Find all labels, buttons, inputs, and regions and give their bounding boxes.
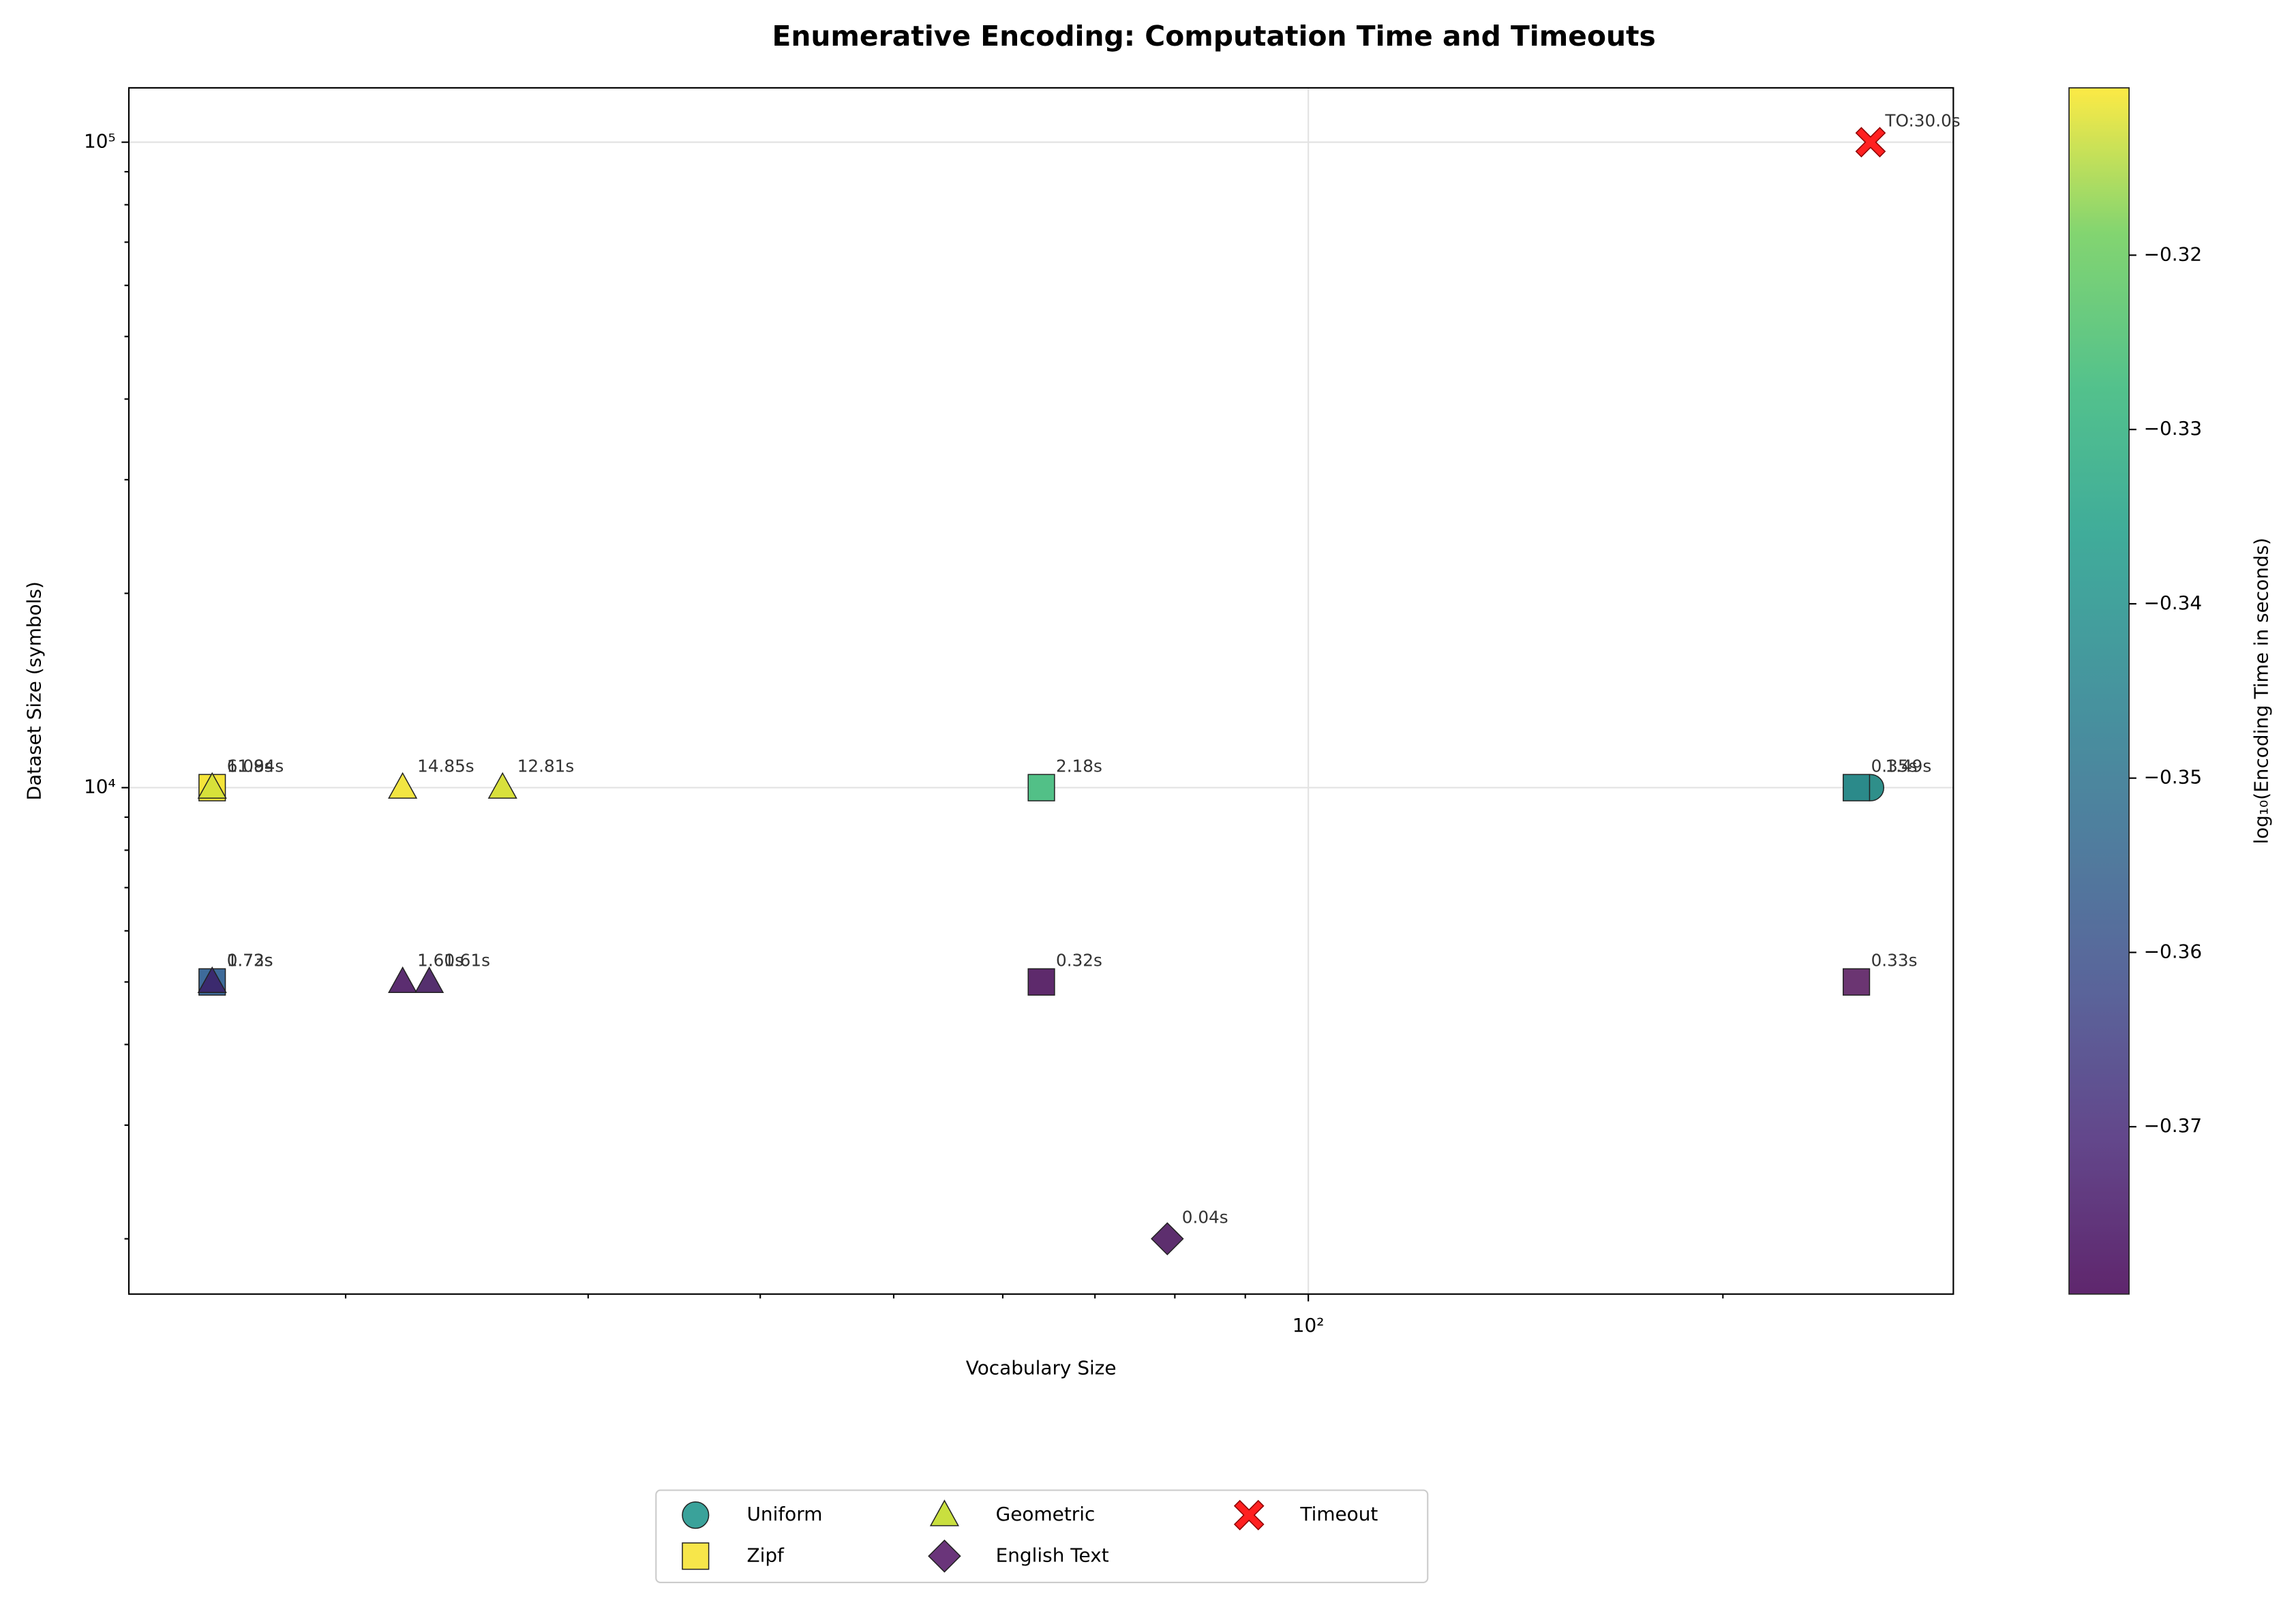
point (1151, 1222, 1184, 1255)
legend-marker (928, 1539, 961, 1573)
point-annotation: 1.60s (417, 951, 464, 970)
point-annotation: 11.94s (227, 756, 284, 776)
point-annotation: 0.35s (1871, 756, 1918, 776)
y-tick-label: 10⁴ (84, 776, 116, 798)
point-annotation: 0.04s (1182, 1208, 1228, 1227)
point-annotation: 6.08s (227, 756, 273, 776)
x-axis-label: Vocabulary Size (966, 1356, 1117, 1379)
plot-frame (127, 87, 1954, 1295)
legend-label: Geometric (996, 1503, 1096, 1525)
legend-label: Zipf (746, 1544, 785, 1566)
point (487, 771, 517, 799)
point-annotation: TO:30.0s (1884, 111, 1960, 131)
point-annotation: 2.18s (1056, 756, 1102, 776)
colorbar-tick-label: −0.32 (2144, 243, 2203, 265)
legend-marker (929, 1499, 960, 1527)
point-annotation: 1.61s (444, 951, 490, 970)
point-annotation: 1.72s (227, 951, 273, 970)
colorbar-tick-label: −0.34 (2144, 592, 2203, 614)
colorbar-tick-label: −0.37 (2144, 1114, 2203, 1137)
colorbar-tick-label: −0.36 (2144, 940, 2203, 962)
point (1843, 968, 1871, 996)
colorbar-tick-label: −0.33 (2144, 417, 2203, 440)
legend-label: English Text (996, 1544, 1109, 1566)
point (388, 771, 418, 799)
chart-title: Enumerative Encoding: Computation Time a… (772, 20, 1655, 52)
legend-label: Uniform (746, 1503, 822, 1525)
legend-label: Timeout (1299, 1503, 1378, 1525)
point (1843, 774, 1871, 801)
point (1855, 127, 1886, 157)
legend (655, 1489, 1429, 1583)
y-tick-label: 10⁵ (84, 130, 116, 153)
point-annotation: 0.73s (227, 951, 273, 970)
colorbar-label: log₁₀(Encoding Time in seconds) (2250, 538, 2273, 844)
legend-marker (682, 1501, 710, 1529)
point-annotation: 0.33s (1871, 951, 1918, 970)
point-annotation: 14.85s (417, 756, 474, 776)
point-annotation: 0.32s (1056, 951, 1102, 970)
colorbar (2068, 87, 2130, 1295)
point (1027, 968, 1055, 996)
legend-marker (1233, 1499, 1265, 1531)
point (197, 966, 227, 994)
point (414, 966, 444, 994)
colorbar-tick-label: −0.35 (2144, 766, 2203, 789)
point-annotation: 1.49s (1885, 756, 1931, 776)
x-tick-label: 10² (1293, 1314, 1325, 1336)
point (197, 771, 227, 799)
point (1027, 774, 1055, 801)
y-axis-label: Dataset Size (symbols) (23, 581, 46, 800)
legend-marker (682, 1542, 710, 1570)
point (388, 966, 418, 994)
point-annotation: 12.81s (517, 756, 575, 776)
